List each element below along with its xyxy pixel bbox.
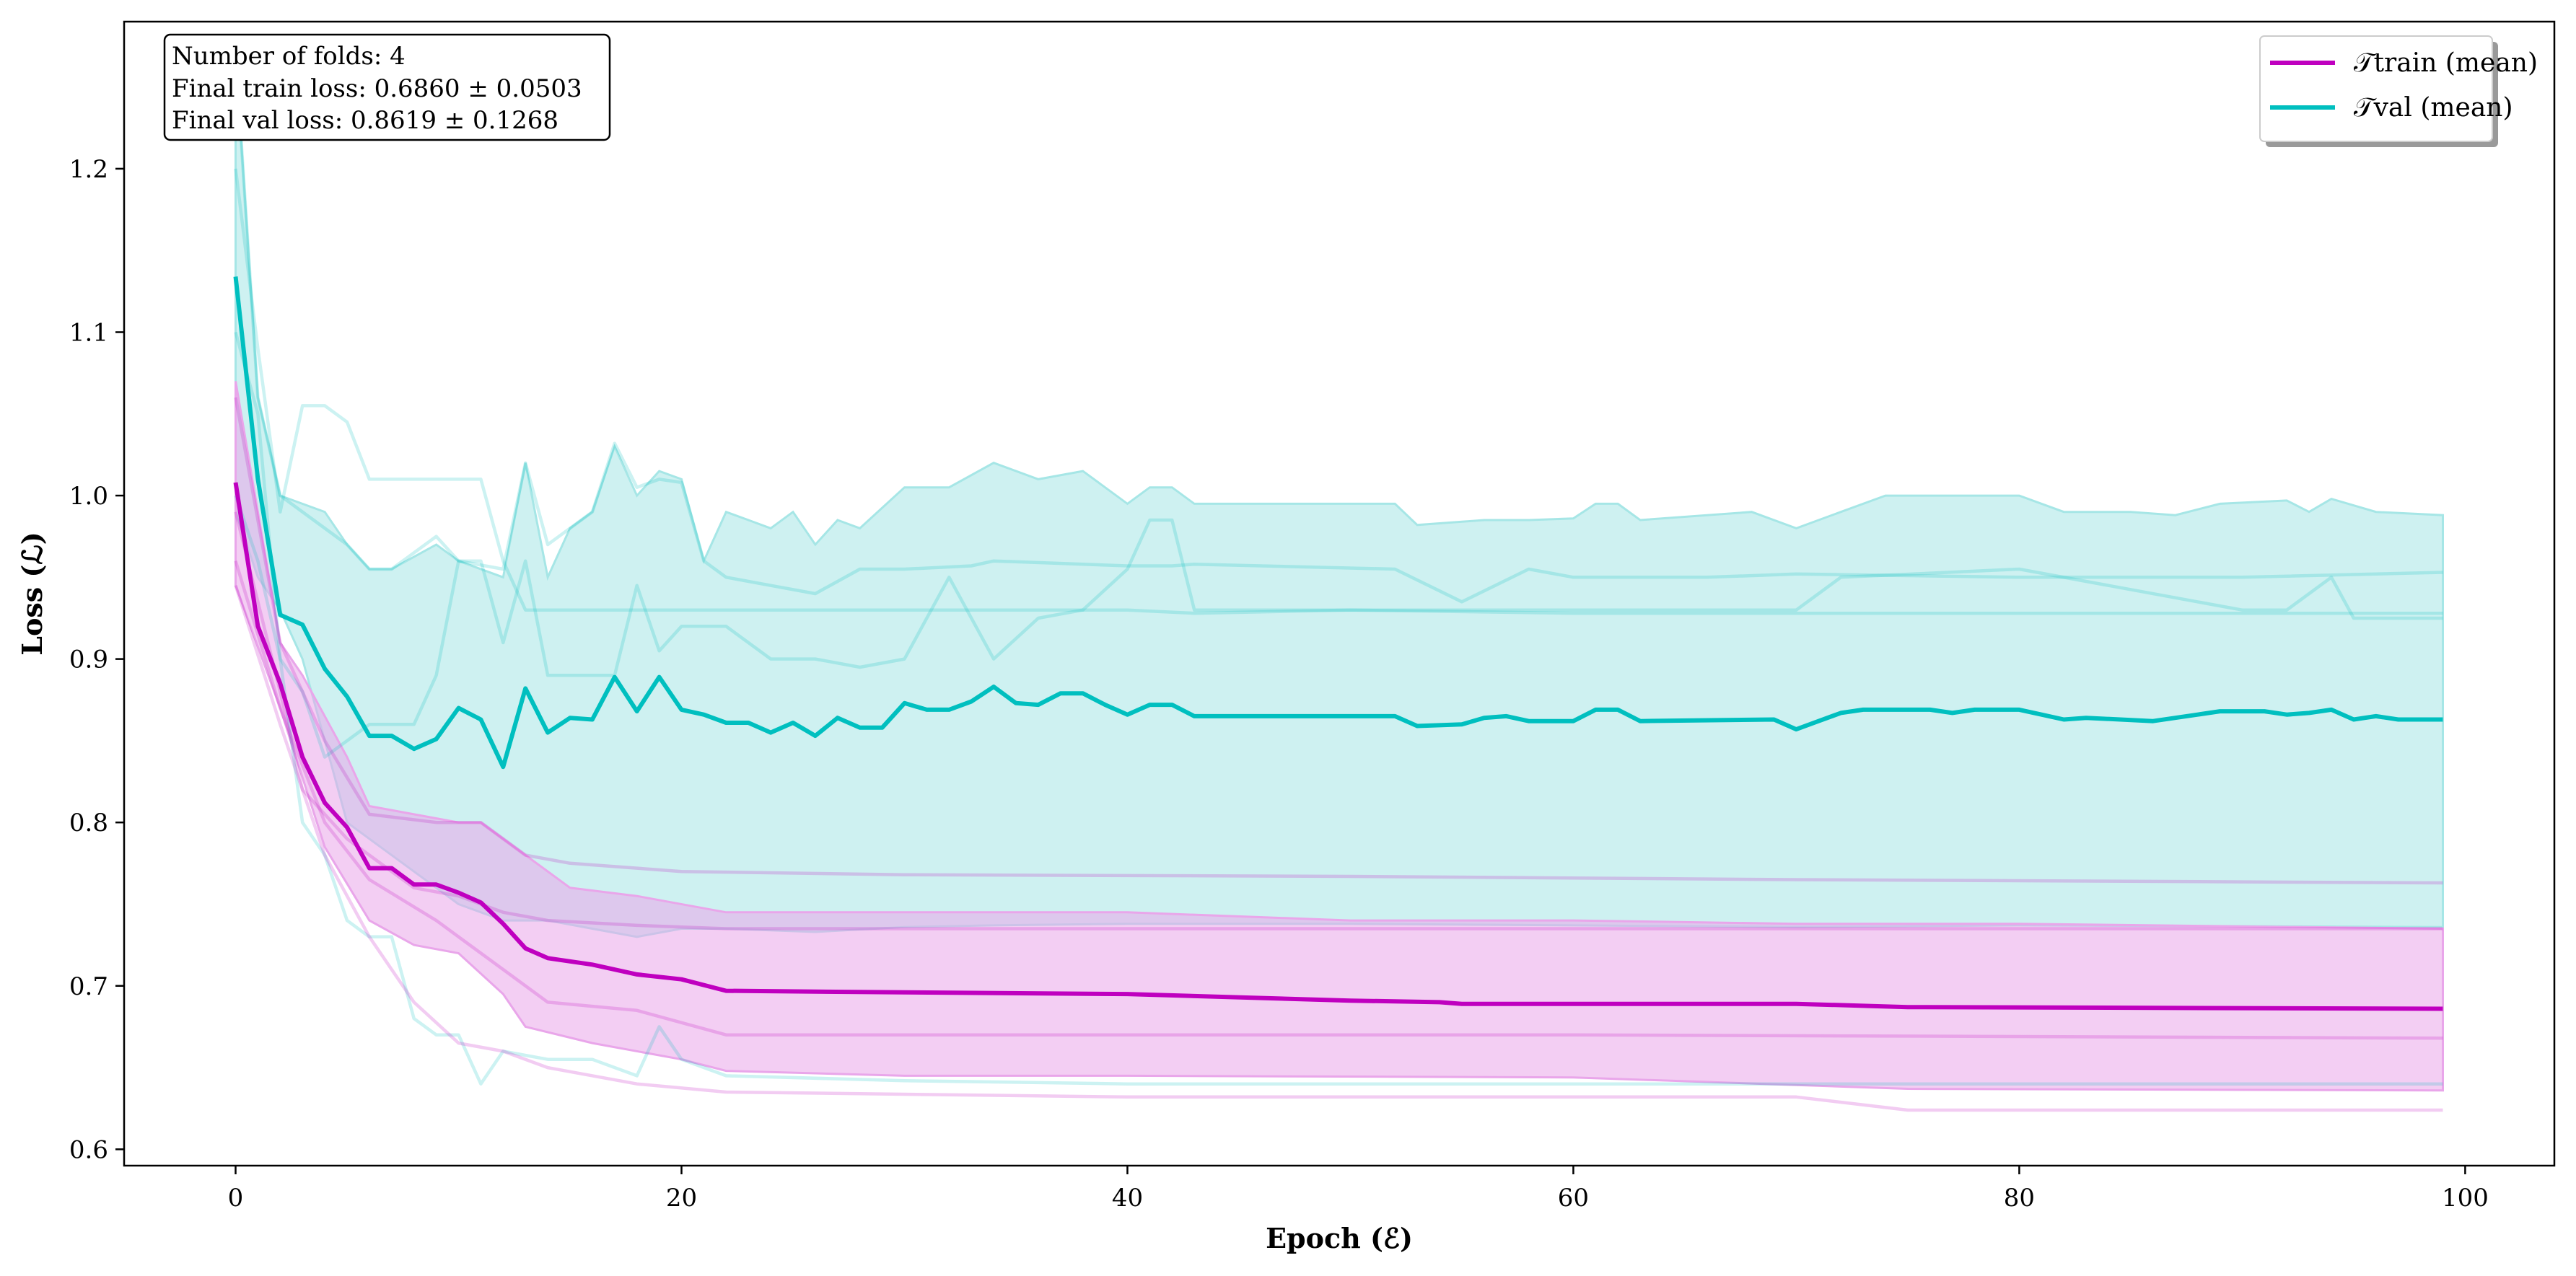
train-fold-line-4 [234, 585, 2443, 1112]
y-tick-label: 0.6 [69, 1135, 108, 1164]
mean-lines [233, 276, 2443, 1011]
val-fold-line-3 [234, 331, 2443, 759]
y-axis-ticks: 0.6 0.7 0.8 0.9 1.0 1.1 1.2 [69, 155, 124, 1164]
info-box-frame [163, 33, 611, 141]
val-fold-line-2 [234, 168, 2443, 615]
x-tick-label: 0 [228, 1184, 244, 1213]
val-mean-line [233, 276, 2443, 770]
train-fold-line-1 [234, 397, 2443, 885]
x-tick-label: 40 [1112, 1184, 1143, 1213]
x-tick-label: 20 [666, 1184, 697, 1213]
plot-frame [123, 20, 2556, 1167]
fill-bands [235, 54, 2444, 1092]
train-mean-line [233, 482, 2443, 1011]
x-tick-label: 60 [1558, 1184, 1589, 1213]
train-fold-line-2 [234, 511, 2443, 930]
x-tick-label: 100 [2442, 1184, 2489, 1213]
y-tick-label: 1.0 [69, 482, 108, 511]
y-tick-label: 1.2 [69, 155, 108, 184]
info-val-loss: Final val loss: 0.8619 ± 0.1268 [172, 106, 558, 135]
y-axis-label: Loss (ℒ) [16, 532, 48, 655]
val-fold-line-1 [234, 54, 2443, 604]
train-fold-line-3 [234, 560, 2443, 1040]
x-axis-label: Epoch (ℰ) [1266, 1222, 1413, 1254]
info-box: Number of folds: 4 Final train loss: 0.6… [163, 33, 611, 141]
legend-train-label: 𝒯train (mean) [2354, 48, 2538, 78]
legend: 𝒯train (mean) 𝒯val (mean) [2259, 35, 2538, 147]
info-train-loss: Final train loss: 0.6860 ± 0.0503 [172, 74, 582, 103]
train-std-band [235, 381, 2444, 1092]
y-tick-label: 0.9 [69, 646, 108, 674]
legend-val-label: 𝒯val (mean) [2354, 93, 2513, 123]
y-tick-label: 1.1 [69, 318, 108, 347]
y-tick-label: 0.7 [69, 972, 108, 1001]
info-folds: Number of folds: 4 [172, 42, 406, 71]
x-tick-label: 80 [2004, 1184, 2035, 1213]
y-tick-label: 0.8 [69, 809, 108, 837]
val-fold-line-4 [234, 495, 2443, 1086]
x-axis-ticks: 0 20 40 60 80 100 [228, 1166, 2489, 1213]
fold-lines [234, 54, 2443, 1112]
